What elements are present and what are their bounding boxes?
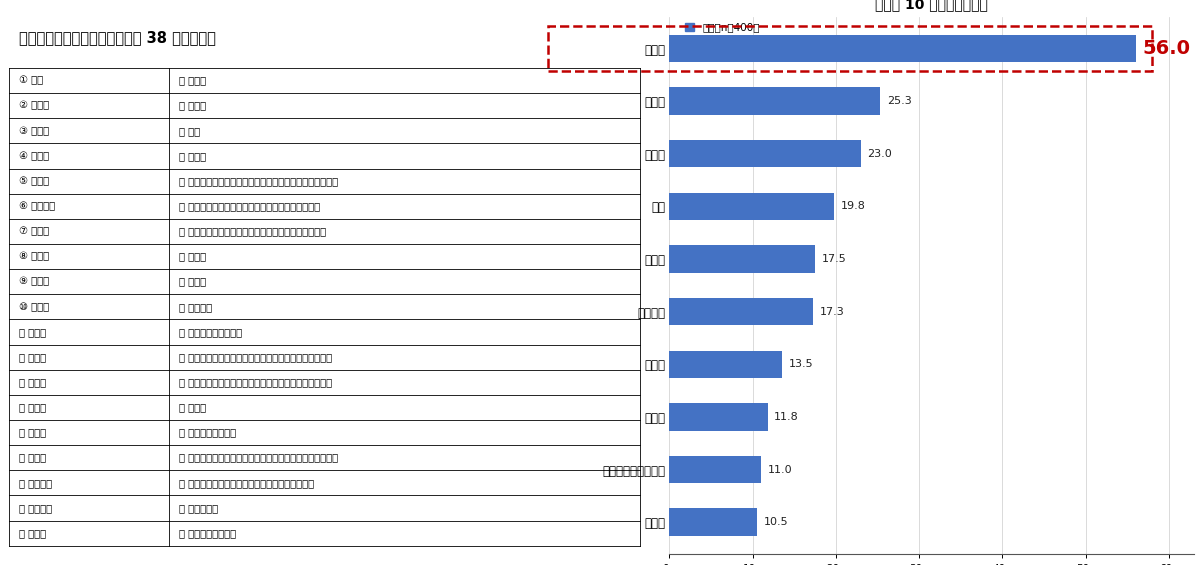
Text: ② 新宿区: ② 新宿区 — [19, 101, 49, 111]
Text: ㉞ その他　千葉県内: ㉞ その他 千葉県内 — [179, 428, 236, 437]
Text: ㉗ 横浜市: ㉗ 横浜市 — [179, 251, 206, 262]
Text: ① 港区: ① 港区 — [19, 76, 43, 85]
Text: ㊳ その他　埼玉県内: ㊳ その他 埼玉県内 — [179, 528, 236, 538]
Text: 23.0: 23.0 — [868, 149, 893, 159]
Bar — [670, 456, 761, 483]
Text: ③ 品川区: ③ 品川区 — [19, 126, 49, 136]
Text: 11.0: 11.0 — [768, 464, 792, 475]
Text: ④ 目黒区: ④ 目黒区 — [19, 151, 49, 161]
Text: ㉒ 北区: ㉒ 北区 — [179, 126, 200, 136]
Text: 13.5: 13.5 — [788, 359, 812, 370]
Text: ⑦ 渋谷区: ⑦ 渋谷区 — [19, 227, 49, 236]
Text: ⑪ 台東区: ⑪ 台東区 — [19, 327, 46, 337]
Text: ㉔ 東京都　北多摩エリア（調布市、三鷹市、立川市など）: ㉔ 東京都 北多摩エリア（調布市、三鷹市、立川市など） — [179, 176, 338, 186]
Text: ⑯ 葛飾区: ⑯ 葛飾区 — [19, 453, 46, 463]
Bar — [670, 508, 757, 536]
Text: ⑮ 足立区: ⑮ 足立区 — [19, 428, 46, 437]
Bar — [670, 88, 880, 115]
Text: ⑬ 江東区: ⑬ 江東区 — [19, 377, 46, 387]
Text: ㉘ 川崎市: ㉘ 川崎市 — [179, 277, 206, 286]
Text: ㉖ 東京都　西多摩エリア（あきる野市、青梅市など）: ㉖ 東京都 西多摩エリア（あきる野市、青梅市など） — [179, 227, 326, 236]
Bar — [670, 35, 1135, 62]
Text: 11.8: 11.8 — [774, 412, 799, 422]
Text: 56.0: 56.0 — [1142, 39, 1190, 58]
Text: 17.5: 17.5 — [822, 254, 846, 264]
Text: ⑲ 中央区: ⑲ 中央区 — [19, 528, 46, 538]
Text: ㉓ 板橋区: ㉓ 板橋区 — [179, 151, 206, 161]
Text: ⑧ 中野区: ⑧ 中野区 — [19, 251, 49, 262]
Text: ⑳ 文京区: ⑳ 文京区 — [179, 76, 206, 85]
Bar — [670, 350, 781, 378]
Text: ㉝ 千葉市: ㉝ 千葉市 — [179, 402, 206, 412]
Text: ㉚ その他　神奈川県内: ㉚ その他 神奈川県内 — [179, 327, 242, 337]
Text: ⑰ 江戸川区: ⑰ 江戸川区 — [19, 478, 52, 488]
Text: ㉕ 東京都　南多摩エリア（町田市、八王子市など）: ㉕ 東京都 南多摩エリア（町田市、八王子市など） — [179, 201, 320, 211]
Text: ㉛ 千葉県　京葉エリア（浦安市、市川市、船橋市など）: ㉛ 千葉県 京葉エリア（浦安市、市川市、船橋市など） — [179, 352, 332, 362]
Text: ⑩ 練馬区: ⑩ 練馬区 — [19, 302, 49, 312]
Text: ⑭ 荒川区: ⑭ 荒川区 — [19, 402, 46, 412]
Text: 17.3: 17.3 — [820, 307, 845, 316]
Bar — [670, 298, 814, 325]
Text: 25.3: 25.3 — [887, 96, 911, 106]
Legend: 全体（n＝400）: 全体（n＝400） — [685, 22, 760, 32]
Bar — [670, 245, 815, 273]
Text: ＜今回の対象エリア（一都三県 38 エリア）＞: ＜今回の対象エリア（一都三県 38 エリア）＞ — [19, 31, 216, 45]
Text: ⑤ 大田区: ⑤ 大田区 — [19, 176, 49, 186]
Text: ㊱ 埼玉県　南部エリア（川口市、蕨市、戸田市）: ㊱ 埼玉県 南部エリア（川口市、蕨市、戸田市） — [179, 478, 314, 488]
Text: ⑥ 世田谷区: ⑥ 世田谷区 — [19, 201, 55, 211]
Text: ㉟ 埼玉県　南西部エリア（和光市、朝霞市、新座市など）: ㉟ 埼玉県 南西部エリア（和光市、朝霞市、新座市など） — [179, 453, 338, 463]
Text: ㉑ 豊島区: ㉑ 豊島区 — [179, 101, 206, 111]
Bar — [670, 140, 860, 167]
Bar — [670, 193, 834, 220]
Text: ㉜ 千葉県　東葛エリア（松戸市、柏市、我孫子市など）: ㉜ 千葉県 東葛エリア（松戸市、柏市、我孫子市など） — [179, 377, 332, 387]
Text: 10.5: 10.5 — [763, 517, 788, 527]
Text: ㊲ さいたま市: ㊲ さいたま市 — [179, 503, 218, 513]
Title: Q．『人気の観光地にアクセスしやすい』と
思うエリアをお答えください。（MA）
【上位 10 エリア、全体】: Q．『人気の観光地にアクセスしやすい』と 思うエリアをお答えください。（MA） … — [846, 0, 1018, 12]
Text: 19.8: 19.8 — [841, 201, 865, 211]
Bar — [670, 403, 768, 431]
Text: ⑫ 墨田区: ⑫ 墨田区 — [19, 352, 46, 362]
Text: ⑨ 杉並区: ⑨ 杉並区 — [19, 277, 49, 286]
Text: ㉙ 相模原市: ㉙ 相模原市 — [179, 302, 212, 312]
Text: ⑱ 千代田区: ⑱ 千代田区 — [19, 503, 52, 513]
